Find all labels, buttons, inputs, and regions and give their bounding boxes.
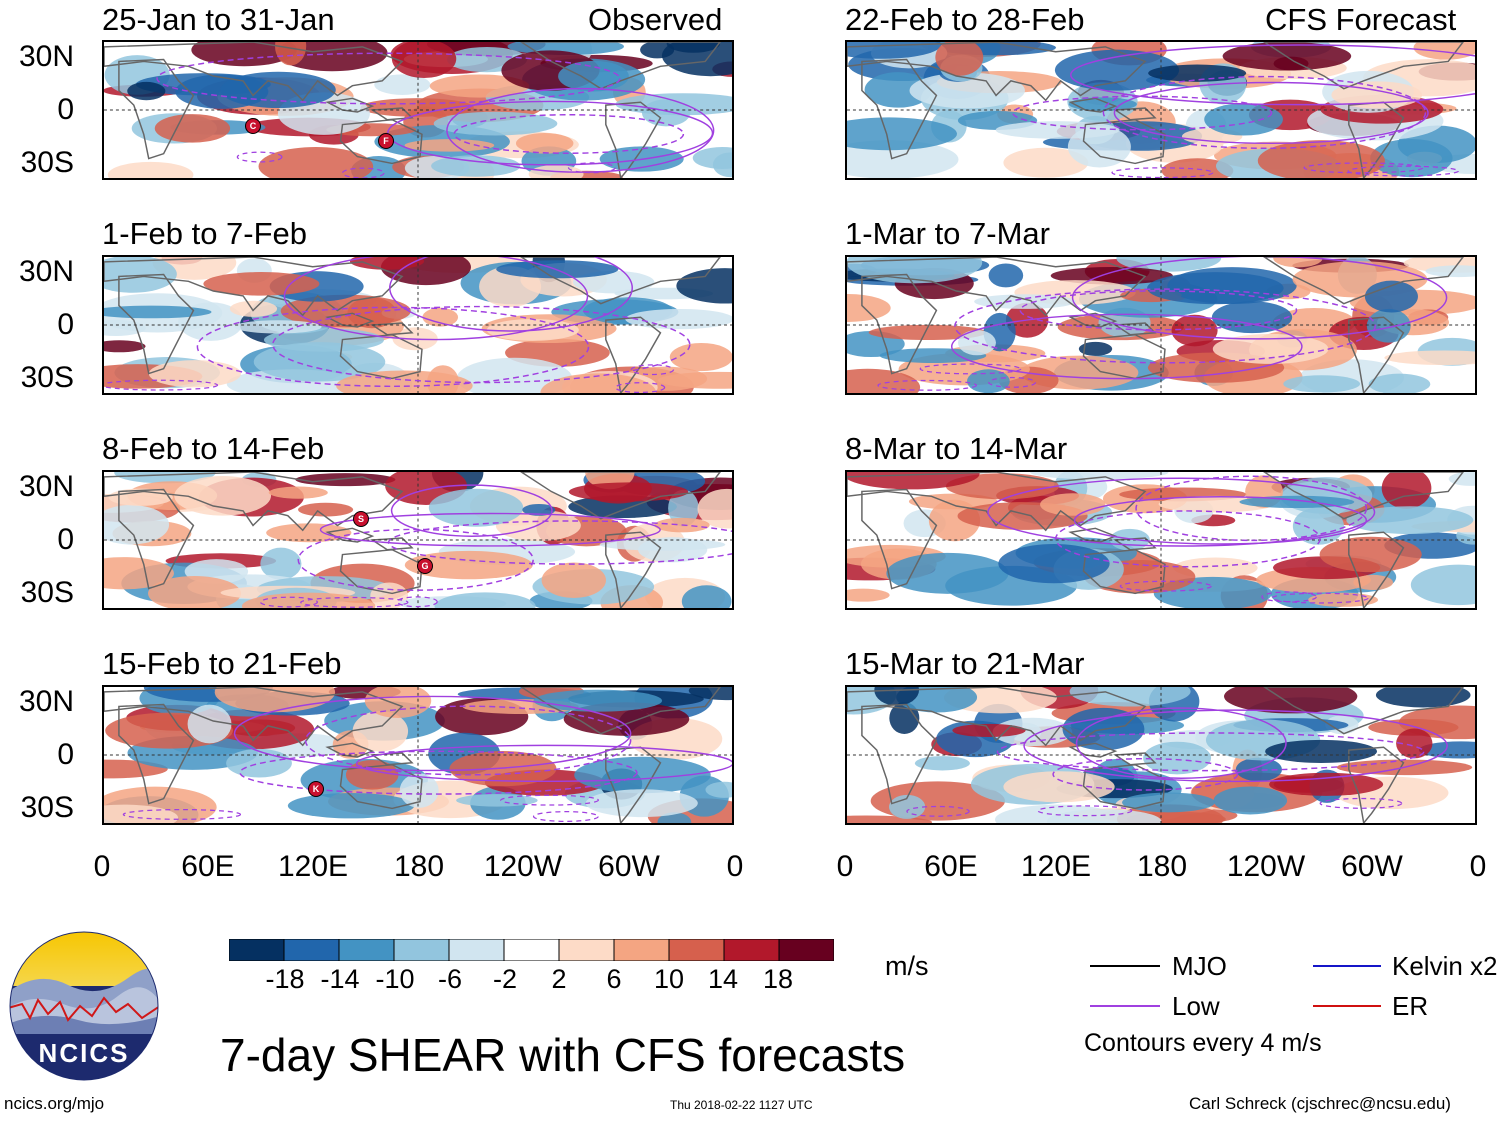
lon-label: 0	[1469, 850, 1487, 883]
forecast-map-panel-1	[845, 40, 1477, 180]
colorbar-label: -6	[437, 964, 463, 994]
colorbar-swatch	[338, 938, 395, 962]
legend-line-er	[1313, 1005, 1381, 1007]
colorbar-swatch	[283, 938, 340, 962]
observed-map-panel-2	[102, 255, 734, 395]
panel-title-fc-3: 8-Mar to 14-Mar	[845, 431, 1068, 466]
colorbar	[228, 938, 835, 966]
legend-label-mjo: MJO	[1172, 951, 1227, 981]
observed-label: Observed	[588, 2, 723, 37]
lon-label: 0	[726, 850, 744, 883]
lon-label: 180	[393, 850, 445, 883]
ncics-logo[interactable]: NCICS	[8, 930, 160, 1082]
footer-author: Carl Schreck (cjschrec@ncsu.edu)	[1189, 1094, 1451, 1113]
lon-label: 120E	[1020, 850, 1092, 883]
colorbar-label: 10	[653, 964, 685, 994]
colorbar-swatch	[448, 938, 505, 962]
panel-title-obs-1: 25-Jan to 31-Jan	[102, 2, 335, 37]
storm-marker-icon: K	[308, 781, 324, 797]
main-title: 7-day SHEAR with CFS forecasts	[220, 1029, 906, 1081]
lat-label-30n: 30N	[18, 470, 74, 503]
observed-map-panel-3	[102, 470, 734, 610]
legend-note: Contours every 4 m/s	[1084, 1029, 1322, 1057]
lat-label-30s: 30S	[20, 361, 74, 394]
storm-marker-icon: C	[245, 118, 261, 134]
legend-label-kelvin: Kelvin x2	[1392, 951, 1498, 981]
lon-label: 60W	[1341, 850, 1403, 883]
lat-label-30n: 30N	[18, 40, 74, 73]
lat-label-eq: 0	[57, 308, 74, 341]
lon-label: 120W	[1226, 850, 1306, 883]
lon-label: 60E	[924, 850, 978, 883]
lat-label-eq: 0	[57, 738, 74, 771]
panel-title-fc-4: 15-Mar to 21-Mar	[845, 646, 1085, 681]
storm-marker-icon: S	[353, 511, 369, 527]
legend-line-kelvin	[1313, 965, 1381, 967]
colorbar-label: 2	[551, 964, 567, 994]
colorbar-unit: m/s	[885, 951, 929, 981]
lat-label-30n: 30N	[18, 255, 74, 288]
forecast-map-panel-3	[845, 470, 1477, 610]
panel-title-fc-2: 1-Mar to 7-Mar	[845, 216, 1050, 251]
legend-label-low: Low	[1172, 991, 1220, 1021]
panel-title-obs-2: 1-Feb to 7-Feb	[102, 216, 308, 251]
footer-url[interactable]: ncics.org/mjo	[4, 1094, 105, 1113]
colorbar-label: -2	[492, 964, 518, 994]
lon-label: 120W	[483, 850, 563, 883]
lat-label-eq: 0	[57, 93, 74, 126]
forecast-map-panel-4	[845, 685, 1477, 825]
footer-timestamp: Thu 2018-02-22 1127 UTC	[670, 1098, 813, 1112]
lat-label-eq: 0	[57, 523, 74, 556]
colorbar-label: -14	[320, 964, 360, 994]
legend-line-mjo	[1090, 965, 1160, 967]
lat-label-30n: 30N	[18, 685, 74, 718]
colorbar-label: -18	[265, 964, 305, 994]
colorbar-swatch	[228, 938, 285, 962]
legend-line-low	[1090, 1005, 1160, 1007]
colorbar-label: -10	[375, 964, 415, 994]
lon-label: 60E	[181, 850, 235, 883]
colorbar-label: 14	[707, 964, 739, 994]
colorbar-swatch	[723, 938, 780, 962]
lon-label: 0	[93, 850, 111, 883]
observed-map-panel-1	[102, 40, 734, 180]
colorbar-swatch	[558, 938, 615, 962]
colorbar-label: 6	[606, 964, 622, 994]
forecast-label: CFS Forecast	[1265, 2, 1457, 37]
panel-title-obs-4: 15-Feb to 21-Feb	[102, 646, 342, 681]
colorbar-label: 18	[762, 964, 794, 994]
storm-marker-icon: F	[378, 133, 394, 149]
observed-map-panel-4	[102, 685, 734, 825]
logo-text: NCICS	[38, 1038, 130, 1068]
ncics-logo-graphic	[9, 931, 159, 1081]
lat-label-30s: 30S	[20, 576, 74, 609]
lon-label: 0	[836, 850, 854, 883]
panel-title-fc-1: 22-Feb to 28-Feb	[845, 2, 1085, 37]
lat-label-30s: 30S	[20, 146, 74, 179]
colorbar-swatch	[613, 938, 670, 962]
lon-label: 60W	[598, 850, 660, 883]
lon-label: 180	[1136, 850, 1188, 883]
forecast-map-panel-2	[845, 255, 1477, 395]
storm-marker-icon: G	[417, 558, 433, 574]
colorbar-swatch	[393, 938, 450, 962]
lon-label: 120E	[277, 850, 349, 883]
legend-label-er: ER	[1392, 991, 1429, 1021]
colorbar-swatch	[503, 938, 560, 962]
colorbar-swatch	[668, 938, 725, 962]
panel-title-obs-3: 8-Feb to 14-Feb	[102, 431, 325, 466]
colorbar-swatch	[778, 938, 835, 962]
lat-label-30s: 30S	[20, 791, 74, 824]
